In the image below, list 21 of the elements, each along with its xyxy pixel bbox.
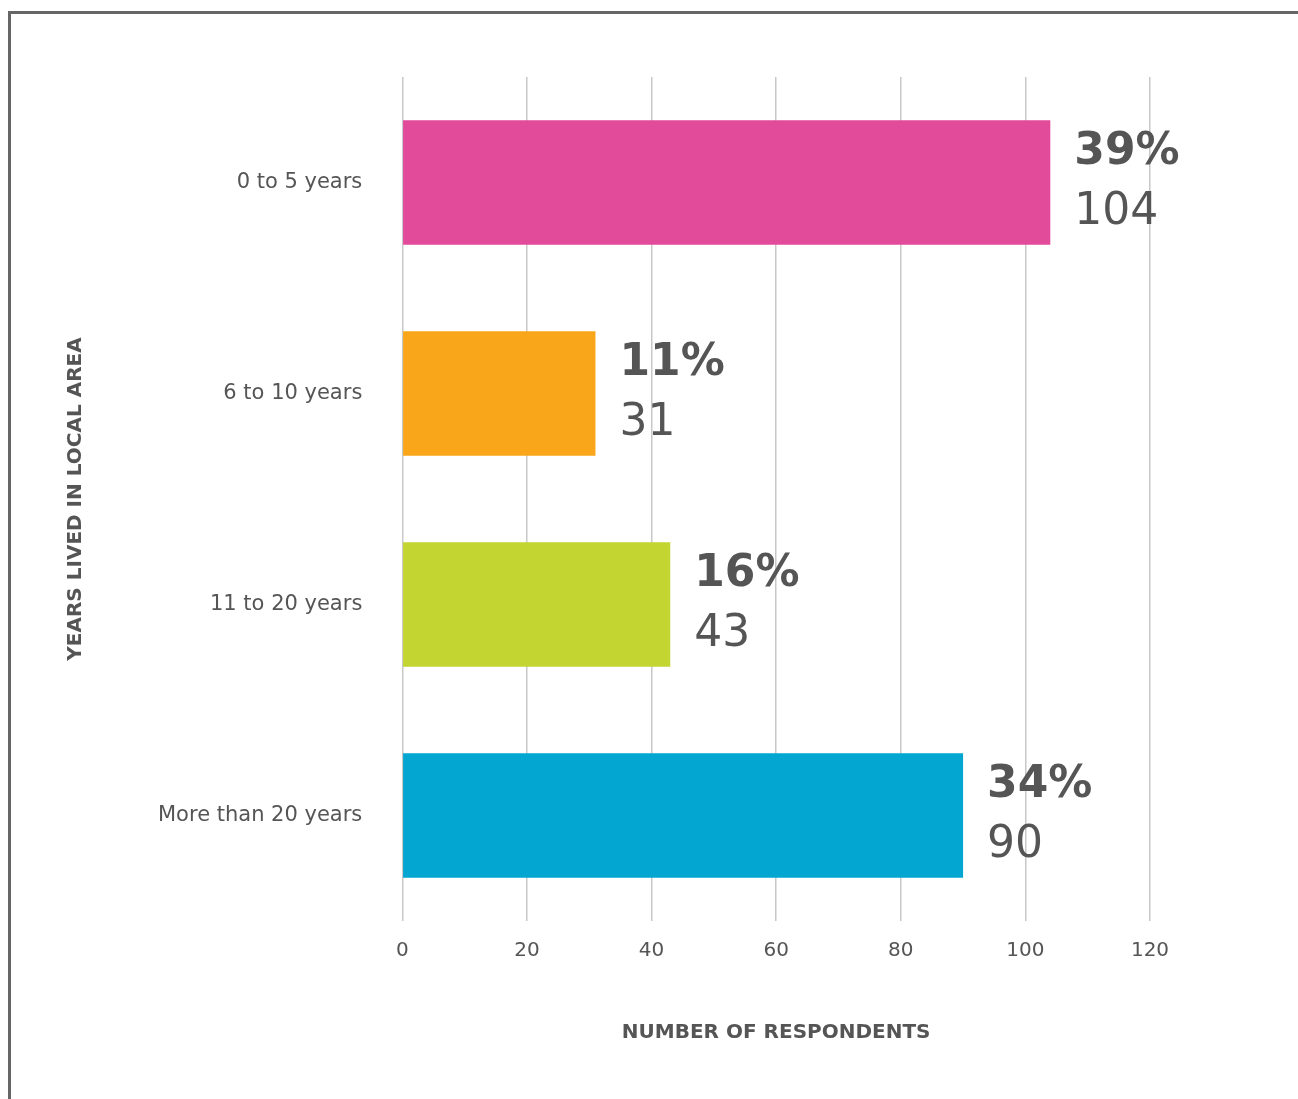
data-label: 39% 104 (1074, 122, 1180, 234)
x-tick-label: 120 (1130, 937, 1170, 962)
bar (403, 331, 596, 456)
x-tick-label: 0 (395, 937, 409, 962)
bar (403, 120, 1051, 245)
data-label: 16% 43 (694, 544, 800, 656)
x-tick-label: 60 (763, 937, 789, 962)
x-tick-label: 40 (638, 937, 665, 962)
x-axis-title: NUMBER OF RESPONDENTS (621, 1019, 931, 1044)
y-tick-label: More than 20 years (157, 801, 363, 826)
y-axis-title: YEARS LIVED IN LOCAL AREA (62, 336, 87, 662)
bar (403, 753, 964, 878)
y-tick-label: 0 to 5 years (236, 168, 363, 193)
x-tick-label: 80 (888, 937, 914, 962)
data-label: 34% 90 (987, 755, 1093, 867)
y-tick-label: 11 to 20 years (209, 590, 363, 615)
y-tick-label: 6 to 10 years (223, 379, 363, 404)
x-tick-label: 20 (514, 937, 540, 962)
data-label: 11% 31 (619, 333, 725, 445)
bar (403, 542, 671, 667)
x-tick-label: 100 (1006, 937, 1045, 962)
